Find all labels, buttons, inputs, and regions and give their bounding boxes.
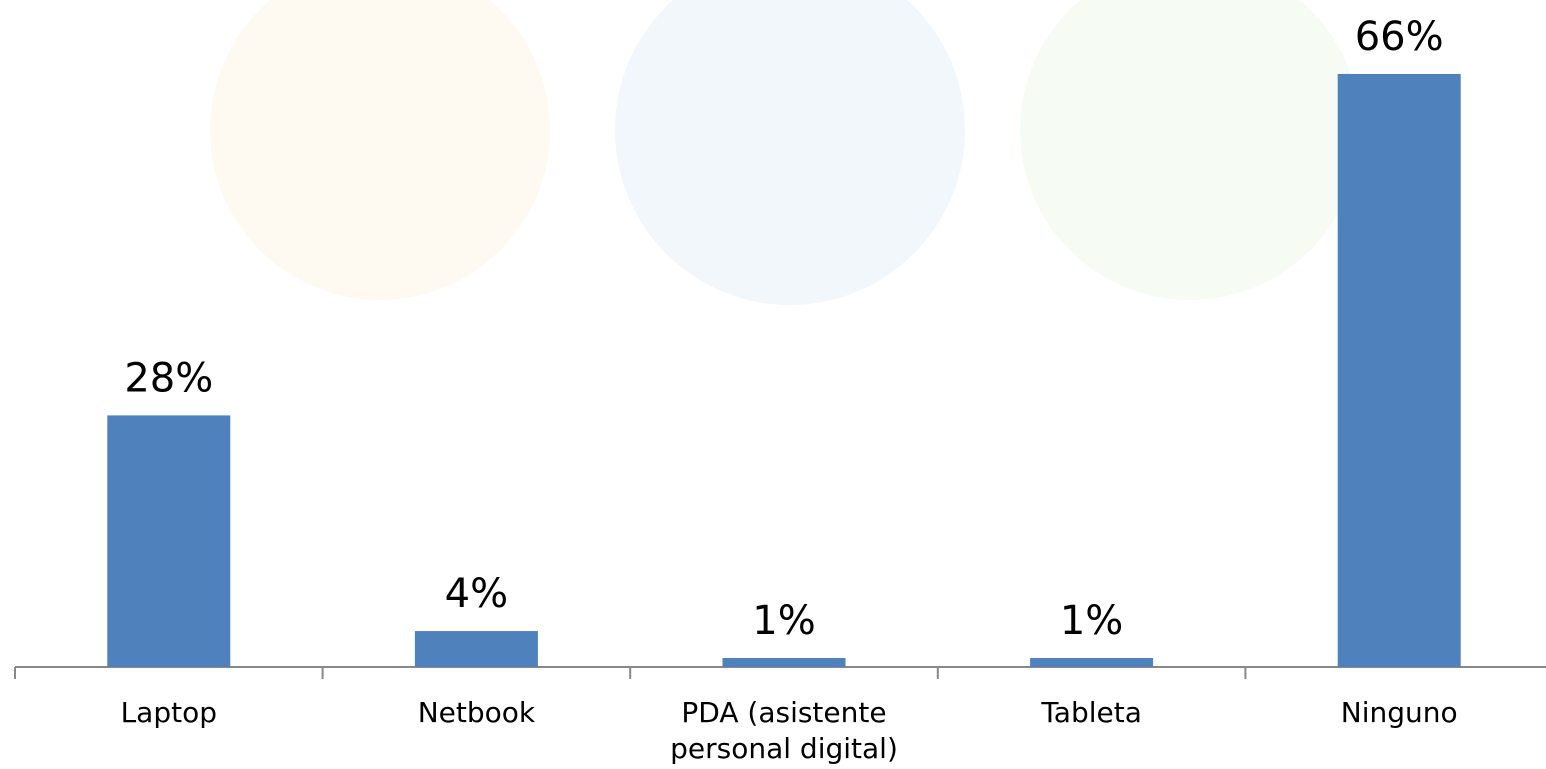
bar bbox=[1337, 73, 1461, 667]
x-tick-label: Netbook bbox=[417, 696, 536, 729]
bar bbox=[414, 631, 538, 667]
bar bbox=[1030, 658, 1154, 667]
watermark bbox=[210, 0, 1360, 305]
value-label: 1% bbox=[1060, 598, 1123, 644]
value-label: 28% bbox=[124, 355, 213, 401]
bar bbox=[722, 658, 846, 667]
x-tick-label: Ninguno bbox=[1340, 696, 1458, 729]
bar bbox=[107, 415, 231, 667]
x-tick-label: Tableta bbox=[1041, 696, 1142, 729]
x-tick-label: PDA (asistente personal digital) bbox=[670, 696, 898, 765]
value-label: 66% bbox=[1355, 14, 1444, 60]
value-label: 4% bbox=[445, 571, 508, 617]
value-label: 1% bbox=[752, 598, 815, 644]
x-tick-label: Laptop bbox=[120, 696, 217, 729]
